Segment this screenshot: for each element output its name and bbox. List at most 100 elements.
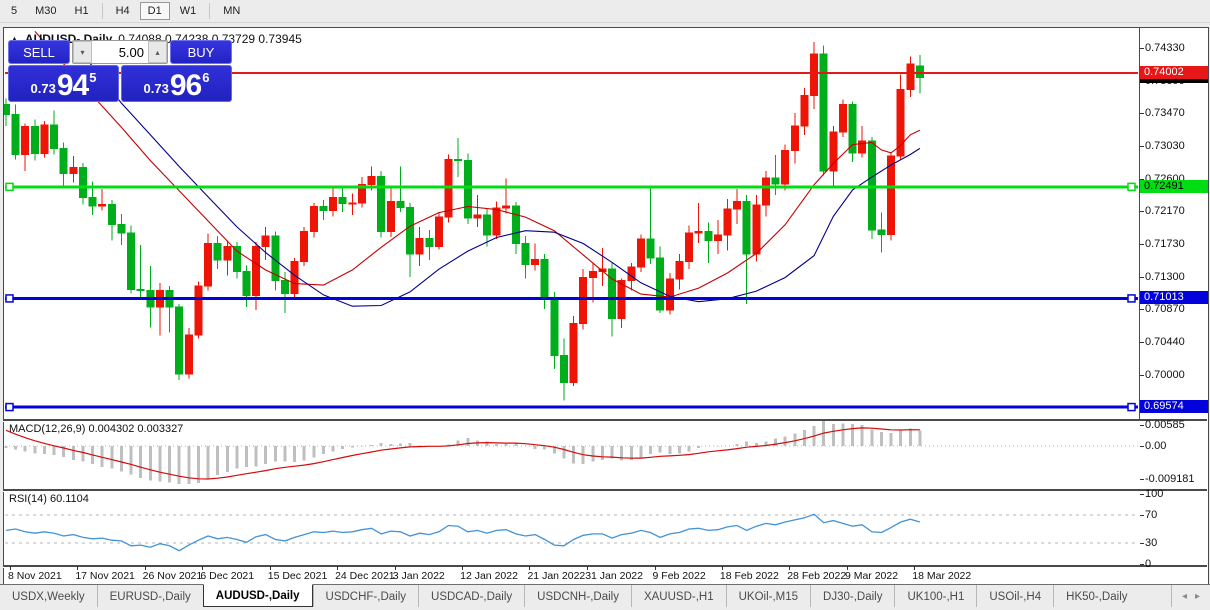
timeframe-button-5[interactable]: 5 xyxy=(11,5,18,17)
pane-separator-macd[interactable] xyxy=(3,419,1207,422)
candle-body xyxy=(521,243,530,266)
timeframe-button-w1[interactable]: W1 xyxy=(179,5,197,17)
line-handle[interactable] xyxy=(1127,182,1136,192)
candle-body xyxy=(800,95,809,127)
candle-body xyxy=(502,205,511,209)
price-chart xyxy=(4,31,1138,412)
candle-body xyxy=(78,166,87,198)
macd-pane xyxy=(4,421,1138,485)
chart-tab-audusd-daily[interactable]: AUDUSD-,Daily xyxy=(202,584,313,607)
date-tick-mark xyxy=(721,566,723,570)
candle-body xyxy=(531,258,540,266)
chart-tab-uk100-h1[interactable]: UK100-,H1 xyxy=(894,585,976,607)
candle-body xyxy=(742,200,751,255)
timeframe-button-h4[interactable]: H4 xyxy=(115,5,130,17)
buy-price-pip: 6 xyxy=(202,70,210,85)
pane-separator-axis xyxy=(3,565,1207,568)
date-tick-mark xyxy=(789,566,791,570)
price-tick-0.73470: 0.73470 xyxy=(1140,106,1185,119)
buy-button[interactable]: BUY xyxy=(170,40,232,64)
timeframe-button-h1[interactable]: H1 xyxy=(74,5,89,17)
timeframe-button-m30[interactable]: M30 xyxy=(35,5,57,17)
price-badge-0.74002: 0.74002 xyxy=(1140,65,1208,79)
sell-price-box[interactable]: 0.73 94 5 xyxy=(8,65,119,102)
candle-body xyxy=(848,104,857,154)
buy-price-box[interactable]: 0.73 96 6 xyxy=(121,65,232,102)
candle-body xyxy=(790,125,799,152)
tabs-scroll-left-icon[interactable]: ◂ xyxy=(1181,590,1187,602)
chart-tab-eurusd-daily[interactable]: EURUSD-,Daily xyxy=(96,585,203,607)
volume-increase-icon[interactable]: ▴ xyxy=(148,41,167,63)
candle-body xyxy=(21,126,30,155)
candle-body xyxy=(896,89,905,157)
candle-body xyxy=(98,203,107,207)
candle-body xyxy=(444,159,453,218)
date-tick-mark xyxy=(337,566,339,570)
candle-body xyxy=(646,238,655,259)
chart-tab-usdx-weekly[interactable]: USDX,Weekly xyxy=(12,590,85,603)
candle-body xyxy=(4,104,10,115)
candle-body xyxy=(463,159,472,219)
line-handle[interactable] xyxy=(5,294,14,303)
chart-tab-usdcad-daily[interactable]: USDCAD-,Daily xyxy=(418,585,524,607)
candle-body xyxy=(511,205,520,245)
line-handle[interactable] xyxy=(5,402,14,412)
candle-body xyxy=(319,206,328,211)
sell-button[interactable]: SELL xyxy=(8,40,70,64)
chart-tab-usdcnh-daily[interactable]: USDCNH-,Daily xyxy=(524,585,631,607)
chart-tab-xauusd-h1[interactable]: XAUUSD-,H1 xyxy=(630,585,726,607)
buy-price-prefix: 0.73 xyxy=(143,81,169,96)
date-tick-label: 6 Dec 2021 xyxy=(200,570,255,582)
rsi-label-row: RSI(14) 60.1104 xyxy=(9,493,89,505)
line-handle[interactable] xyxy=(1127,402,1136,412)
price-tick-0.70000: 0.70000 xyxy=(1140,368,1185,381)
line-handle[interactable] xyxy=(5,182,14,192)
chart-tab-hk50-daily[interactable]: HK50-,Daily xyxy=(1053,585,1139,607)
candle-body xyxy=(473,214,482,219)
price-axis[interactable]: 0.743300.738900.734700.730300.726000.721… xyxy=(1139,28,1208,582)
date-tick-mark xyxy=(529,566,531,570)
candle-body xyxy=(685,232,694,263)
candle-body xyxy=(242,270,251,297)
tabs-scroll-right-icon[interactable]: ▸ xyxy=(1194,590,1200,602)
candle-body xyxy=(665,278,674,311)
date-tick-label: 9 Feb 2022 xyxy=(652,570,706,582)
candle-body xyxy=(280,280,289,294)
date-tick-label: 8 Nov 2021 xyxy=(8,570,62,582)
candle-body xyxy=(40,124,49,155)
timeframe-button-mn[interactable]: MN xyxy=(223,5,241,17)
candle-body xyxy=(348,202,357,205)
chart-tab-dj30-daily[interactable]: DJ30-,Daily xyxy=(810,585,894,607)
date-tick-label: 31 Jan 2022 xyxy=(585,570,643,582)
rsi-line xyxy=(5,513,921,552)
rsi-tick-0: 0 xyxy=(1139,558,1152,570)
candle-body xyxy=(819,53,828,172)
date-axis[interactable]: 8 Nov 2021 17 Nov 2021 26 Nov 2021 6 Dec 20… xyxy=(4,566,1140,583)
date-tick-label: 9 Mar 2022 xyxy=(844,570,899,582)
candle-body xyxy=(434,216,443,248)
candle-body xyxy=(425,237,434,248)
chart-tab-ukoil-m15[interactable]: UKOil-,M15 xyxy=(725,585,810,607)
timeframe-button-d1[interactable]: D1 xyxy=(139,2,170,20)
collapse-arrow-icon[interactable]: ▲ xyxy=(10,34,19,44)
macd-indicator-values: 0.004302 0.003327 xyxy=(88,423,184,435)
volume-decrease-icon[interactable]: ▾ xyxy=(73,41,92,63)
candle-body xyxy=(492,207,501,236)
date-tick-mark xyxy=(462,566,464,570)
date-tick-label: 3 Jan 2022 xyxy=(392,570,445,582)
date-tick-label: 21 Jan 2022 xyxy=(527,570,586,582)
candle-body xyxy=(829,131,838,172)
toolbar-separator xyxy=(209,3,211,19)
chart-tab-usoil-h4[interactable]: USOil-,H4 xyxy=(976,585,1053,607)
rsi-indicator-label: RSI(14) xyxy=(9,493,47,505)
rsi-tick-100: 100 xyxy=(1139,488,1164,500)
line-handle[interactable] xyxy=(1127,294,1136,303)
candle-body xyxy=(877,229,886,235)
volume-input[interactable] xyxy=(92,41,148,63)
timeframe-toolbar: 5 M30 H1 H4 D1 W1 MN xyxy=(0,0,1210,23)
pane-separator-rsi[interactable] xyxy=(3,489,1207,492)
chart-tab-usdchf-daily[interactable]: USDCHF-,Daily xyxy=(312,585,419,607)
candle-body xyxy=(213,243,222,261)
price-tick-0.70870: 0.70870 xyxy=(1140,303,1185,316)
